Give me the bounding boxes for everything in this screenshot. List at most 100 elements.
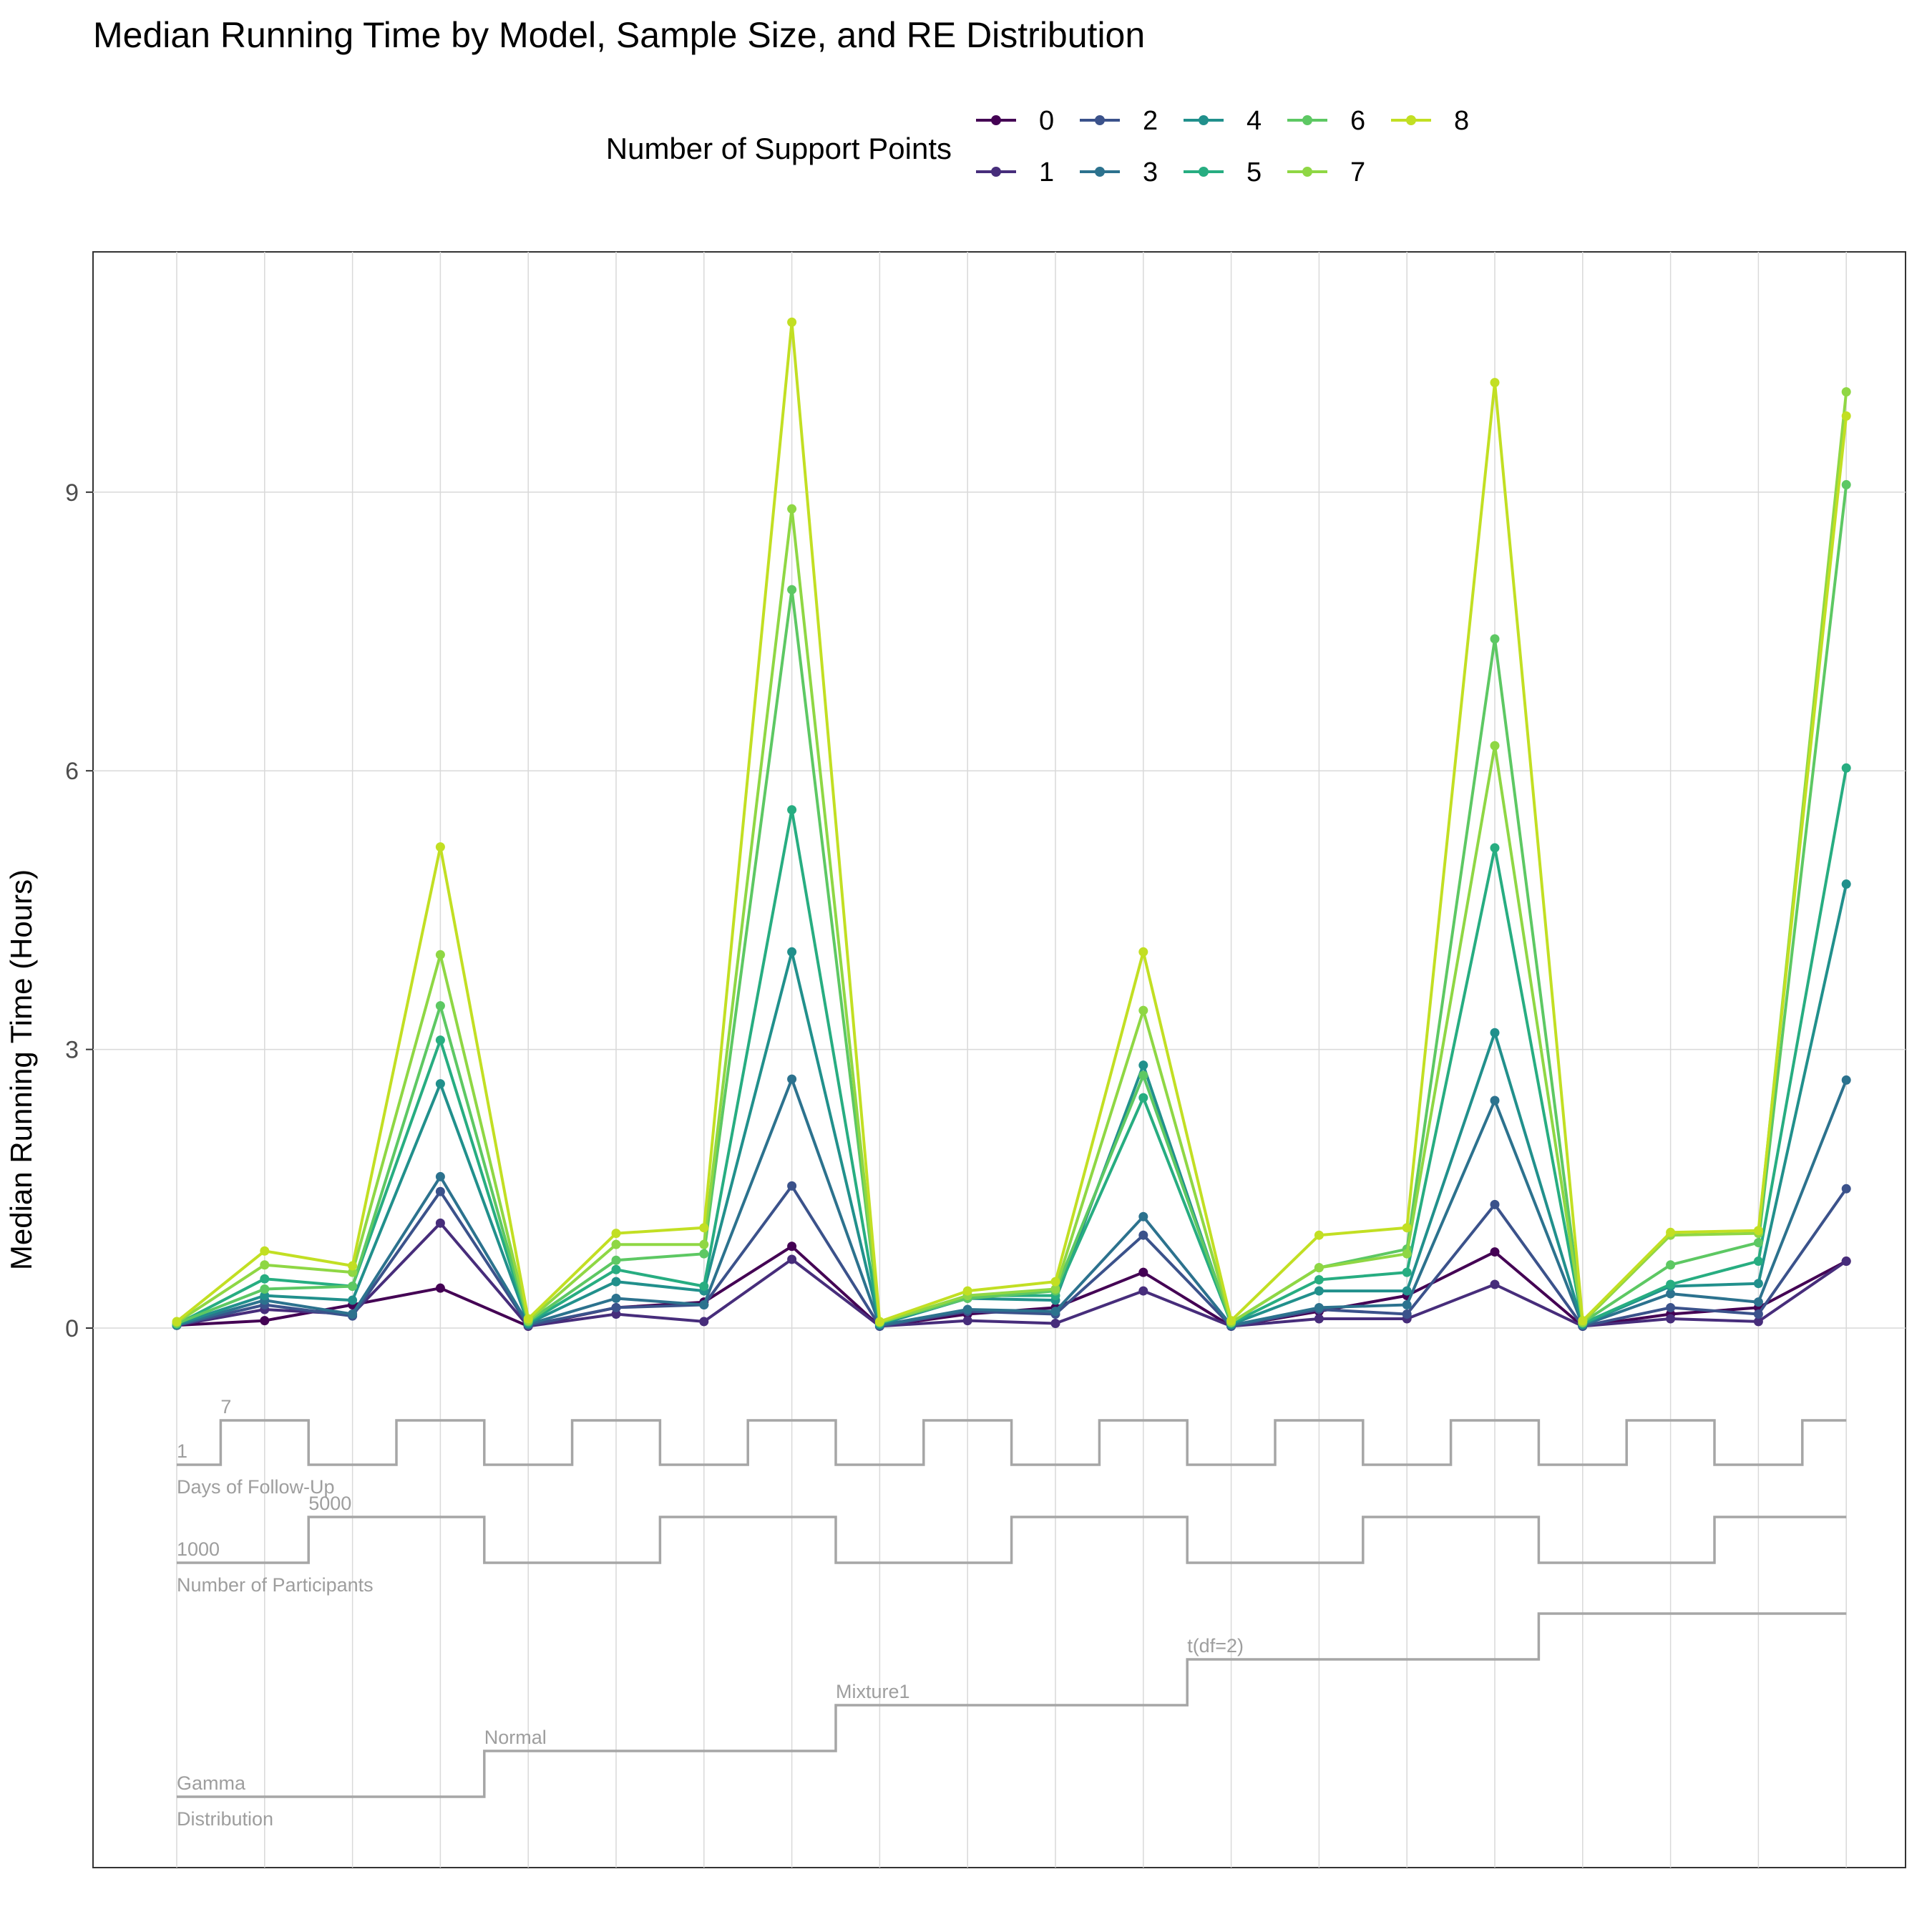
data-point — [1578, 1316, 1588, 1326]
data-point — [1841, 1184, 1851, 1194]
data-point — [348, 1261, 358, 1271]
data-point — [1490, 1028, 1500, 1038]
data-point — [1138, 1005, 1148, 1015]
data-point — [1753, 1238, 1763, 1248]
series-group — [172, 317, 1851, 1331]
y-axis: 0 3 6 9 — [65, 479, 93, 1342]
data-point — [962, 1286, 972, 1296]
series-line-2 — [176, 1184, 1848, 1328]
factor-2: Gamma Normal Mixture1 t(df=2) Distribution — [177, 1612, 1847, 1830]
data-point — [1314, 1286, 1324, 1296]
data-point — [1753, 1317, 1763, 1327]
legend: Number of Support Points 0 1 2 3 4 5 6 7 8 — [606, 106, 1469, 187]
data-point — [611, 1255, 621, 1265]
legend-label: 2 — [1143, 106, 1158, 136]
data-point — [1841, 479, 1851, 489]
data-point — [260, 1274, 270, 1284]
legend-item-3: 3 — [1080, 157, 1158, 187]
data-point — [1666, 1279, 1676, 1289]
y-tick-label: 9 — [65, 479, 79, 507]
factor-name-label: Days of Follow-Up — [177, 1476, 335, 1498]
data-point — [1138, 1267, 1148, 1277]
plot-panel — [92, 251, 1906, 1868]
data-point — [348, 1295, 358, 1305]
data-point — [1490, 1199, 1500, 1209]
chart-title: Median Running Time by Model, Sample Siz… — [93, 15, 1145, 55]
series-line-1 — [176, 1221, 1848, 1328]
data-point — [435, 1001, 445, 1011]
data-point — [1490, 1247, 1500, 1257]
data-point — [1490, 843, 1500, 853]
data-point — [1138, 1211, 1148, 1221]
data-point — [787, 317, 797, 327]
series-4 — [172, 879, 1851, 1330]
data-point — [1753, 1257, 1763, 1267]
data-point — [1402, 1267, 1412, 1277]
legend-key-point — [1095, 167, 1105, 177]
data-point — [611, 1293, 621, 1303]
data-point — [1314, 1314, 1324, 1324]
data-point — [435, 1218, 445, 1228]
legend-key-point — [1302, 167, 1312, 177]
legend-key-point — [1095, 115, 1105, 125]
factor-level-label: 1000 — [177, 1538, 220, 1560]
data-point — [699, 1317, 709, 1327]
data-point — [1753, 1297, 1763, 1307]
data-point — [348, 1267, 358, 1277]
legend-key-point — [1199, 115, 1209, 125]
data-point — [172, 1317, 182, 1327]
data-point — [1402, 1300, 1412, 1310]
data-point — [874, 1317, 884, 1327]
data-point — [1314, 1302, 1324, 1312]
legend-item-6: 6 — [1287, 106, 1365, 136]
legend-key-point — [991, 167, 1001, 177]
series-line-4 — [176, 884, 1848, 1326]
legend-label: 0 — [1039, 106, 1054, 136]
data-point — [348, 1282, 358, 1292]
data-point — [1490, 1096, 1500, 1106]
data-point — [1138, 1286, 1148, 1296]
design-step-lines: 1 7 Days of Follow-Up 1000 5000 Number of Par… — [177, 1396, 1847, 1830]
data-point — [1841, 879, 1851, 889]
series-8 — [172, 317, 1851, 1327]
factor-1: 1000 5000 Number of Participants — [177, 1493, 1847, 1596]
data-point — [348, 1309, 358, 1319]
factor-name-label: Number of Participants — [177, 1574, 374, 1596]
legend-item-4: 4 — [1184, 106, 1262, 136]
data-point — [1841, 1075, 1851, 1085]
data-point — [435, 1186, 445, 1196]
factor-level-label: 5000 — [308, 1493, 351, 1514]
factor-0: 1 7 Days of Follow-Up — [177, 1396, 1847, 1498]
data-point — [787, 585, 797, 595]
legend-key-point — [1406, 115, 1416, 125]
data-point — [435, 1171, 445, 1181]
factor-step-line — [177, 1612, 1847, 1798]
data-point — [699, 1249, 709, 1259]
data-point — [787, 947, 797, 957]
data-point — [1402, 1249, 1412, 1259]
data-point — [435, 1035, 445, 1045]
data-point — [962, 1316, 972, 1326]
data-point — [260, 1284, 270, 1294]
legend-key-point — [1302, 115, 1312, 125]
data-point — [962, 1304, 972, 1314]
legend-label: 1 — [1039, 157, 1054, 187]
series-2 — [172, 1181, 1851, 1331]
data-point — [1666, 1260, 1676, 1270]
data-point — [260, 1260, 270, 1270]
data-point — [611, 1309, 621, 1319]
data-point — [435, 950, 445, 960]
data-point — [699, 1282, 709, 1292]
data-point — [1841, 411, 1851, 421]
data-point — [1314, 1263, 1324, 1273]
data-point — [1050, 1284, 1060, 1294]
data-point — [1138, 1070, 1148, 1080]
data-point — [1753, 1309, 1763, 1319]
factor-level-label: 1 — [177, 1440, 187, 1462]
data-point — [1490, 741, 1500, 751]
data-point — [435, 1079, 445, 1089]
data-point — [1226, 1316, 1236, 1326]
data-point — [1841, 387, 1851, 397]
y-tick-label: 3 — [65, 1037, 79, 1064]
data-point — [787, 1074, 797, 1084]
